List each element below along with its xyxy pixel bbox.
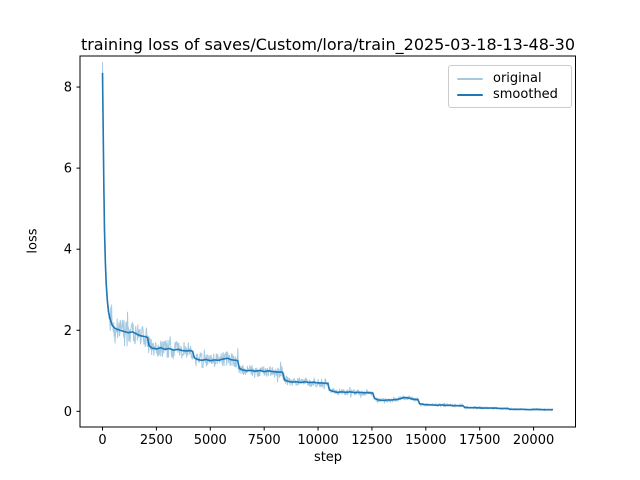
y-tick-label: 4 [64,243,72,258]
y-axis-ticks: 0 2 4 6 8 [64,81,80,420]
legend-label-original: original [493,71,542,86]
legend-line-original-icon [457,77,483,80]
chart-title: training loss of saves/Custom/lora/train… [80,35,576,54]
smoothed-loss-line [101,72,553,411]
y-tick-label: 8 [64,81,72,96]
y-axis-label: loss [25,228,41,254]
x-tick-label: 15000 [405,433,446,448]
x-tick-label: 10000 [297,433,338,448]
x-axis-ticks: 0 2500 5000 7500 10000 12500 15000 17500 20000 [98,427,554,448]
chart-legend: original smoothed [448,65,572,108]
x-tick-label: 12500 [351,433,392,448]
x-tick-label: 0 [98,433,106,448]
y-tick-label: 2 [64,324,72,339]
x-tick-label: 17500 [459,433,500,448]
x-tick-label: 7500 [248,433,281,448]
x-tick-label: 2500 [140,433,173,448]
legend-label-smoothed: smoothed [493,87,558,102]
original-loss-line [102,61,554,412]
y-tick-label: 6 [64,162,72,177]
plot-border [79,55,576,428]
x-tick-label: 20000 [513,433,554,448]
x-tick-label: 5000 [194,433,227,448]
legend-item-smoothed: smoothed [457,88,563,101]
x-axis-label: step [313,450,343,465]
legend-line-smoothed-icon [457,93,483,96]
legend-item-original: original [457,72,563,85]
y-tick-label: 0 [64,405,72,420]
